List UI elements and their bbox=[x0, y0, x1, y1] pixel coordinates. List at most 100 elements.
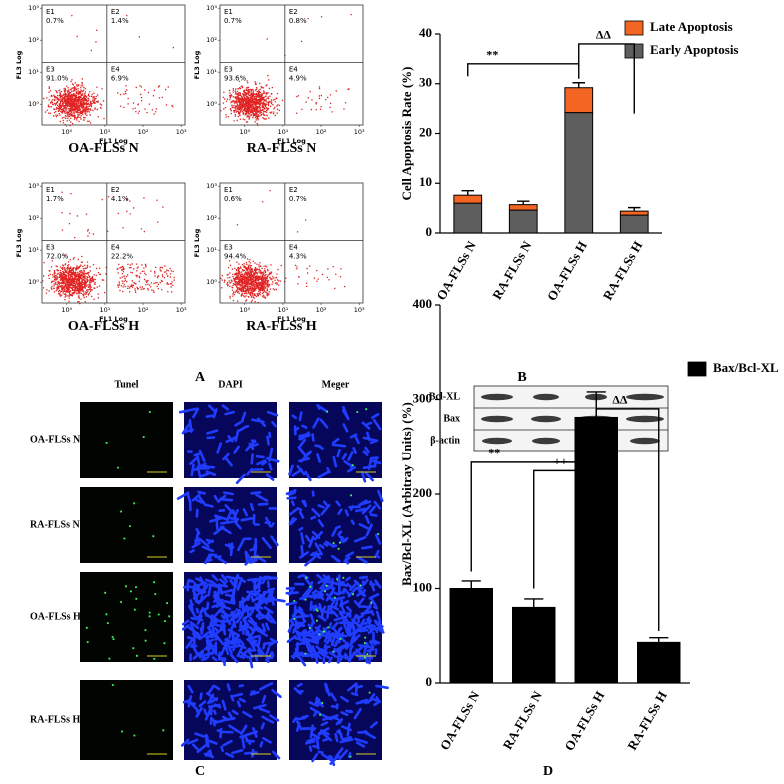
x-tick-label: 10² bbox=[316, 128, 327, 136]
quadrant-percentage: 0.7% bbox=[289, 195, 307, 203]
bar bbox=[512, 606, 556, 684]
panel-label: C bbox=[195, 764, 205, 779]
x-tick-label: OA-FLSs H bbox=[544, 238, 590, 303]
y-tick-label: 0 bbox=[426, 224, 433, 239]
nuclei bbox=[285, 489, 384, 567]
y-tick-label: 100 bbox=[413, 579, 433, 594]
significance-label: ΔΔ bbox=[612, 393, 628, 407]
quadrant-percentage: 91.0% bbox=[46, 75, 69, 83]
x-tick-label: OA-FLSs N bbox=[437, 688, 483, 753]
event-dots bbox=[220, 14, 352, 126]
y-tick-label: 10³ bbox=[206, 182, 217, 190]
x-tick-label: 10² bbox=[316, 306, 327, 314]
y-tick-label: 10³ bbox=[28, 182, 39, 190]
quadrant-label: E2 bbox=[111, 8, 120, 16]
bar bbox=[449, 588, 493, 684]
legend-label: Bax/Bcl-XL bbox=[713, 360, 779, 375]
quadrant-label: E2 bbox=[289, 186, 298, 194]
x-axis-label: FL1 Log bbox=[99, 137, 128, 145]
blot-band bbox=[533, 393, 559, 401]
significance-label: ++ bbox=[554, 454, 568, 468]
x-tick-label: 10³ bbox=[176, 306, 187, 314]
nuclei bbox=[176, 490, 279, 566]
panel-label: B bbox=[517, 370, 526, 385]
y-axis-label: FL3 Log bbox=[15, 50, 23, 79]
nuclei bbox=[292, 682, 389, 767]
event-dots bbox=[43, 14, 174, 127]
blot-band bbox=[630, 437, 660, 445]
x-tick-label: 10⁰ bbox=[61, 306, 72, 314]
quadrant-label: E2 bbox=[111, 186, 120, 194]
blot-band bbox=[481, 415, 513, 423]
plot-title: RA-FLSs H bbox=[246, 319, 317, 334]
plot-title: OA-FLSs H bbox=[68, 319, 139, 334]
quadrant-percentage: 1.7% bbox=[46, 195, 64, 203]
x-tick-label: OA-FLSs N bbox=[433, 238, 479, 303]
x-tick-label: 10³ bbox=[176, 128, 187, 136]
y-tick-label: 10² bbox=[206, 214, 217, 222]
quadrant-label: E3 bbox=[46, 244, 55, 252]
y-tick-label: 10³ bbox=[28, 4, 39, 12]
x-tick-label: 10⁰ bbox=[239, 306, 250, 314]
legend-label: Late Apoptosis bbox=[650, 19, 733, 34]
y-tick-label: 300 bbox=[413, 390, 433, 405]
y-tick-label: 10¹ bbox=[206, 246, 217, 254]
bar bbox=[508, 204, 538, 211]
plot-frame bbox=[41, 182, 186, 304]
blot-band bbox=[626, 393, 664, 401]
micrograph bbox=[289, 680, 382, 760]
y-axis-label: FL3 Log bbox=[193, 228, 201, 257]
quadrant-percentage: 4.9% bbox=[289, 75, 307, 83]
significance-label: ** bbox=[488, 446, 500, 460]
x-tick-label: RA-FLSs N bbox=[489, 238, 535, 302]
significance-bracket bbox=[578, 43, 635, 114]
quadrant-label: E1 bbox=[46, 8, 55, 16]
y-tick-label: 10¹ bbox=[28, 68, 39, 76]
quadrant-percentage: 0.7% bbox=[224, 17, 242, 25]
error-bar bbox=[461, 190, 474, 196]
error-bar bbox=[649, 636, 669, 643]
y-tick-label: 400 bbox=[413, 296, 433, 311]
blot-band bbox=[532, 437, 560, 445]
column-header: Tunel bbox=[114, 379, 138, 390]
quadrant-label: E1 bbox=[46, 186, 55, 194]
quadrant-label: E1 bbox=[224, 8, 233, 16]
blot-band bbox=[482, 437, 512, 445]
x-axis-label: FL1 Log bbox=[277, 137, 306, 145]
error-bar bbox=[461, 580, 481, 589]
y-tick-label: 10¹ bbox=[206, 68, 217, 76]
y-tick-label: 10 bbox=[419, 174, 432, 189]
quadrant-percentage: 93.6% bbox=[224, 75, 247, 83]
y-tick-label: 10² bbox=[28, 214, 39, 222]
x-tick-label: 10¹ bbox=[277, 128, 288, 136]
micrograph bbox=[80, 487, 173, 563]
y-tick-label: 30 bbox=[419, 75, 432, 90]
y-tick-label: 10⁰ bbox=[206, 100, 217, 108]
quadrant-label: E4 bbox=[289, 244, 298, 252]
y-tick-label: 10⁰ bbox=[28, 100, 39, 108]
row-label: OA-FLSs N bbox=[30, 434, 81, 445]
x-tick-label: 10⁰ bbox=[61, 128, 72, 136]
plot-title: OA-FLSs N bbox=[68, 141, 138, 156]
x-tick-label: 10² bbox=[138, 306, 149, 314]
row-label: RA-FLSs H bbox=[30, 714, 81, 725]
quadrant-percentage: 4.1% bbox=[111, 195, 129, 203]
plot-frame bbox=[41, 4, 186, 126]
plot-frame bbox=[219, 182, 364, 304]
quadrant-percentage: 0.8% bbox=[289, 17, 307, 25]
quadrant-percentage: 4.3% bbox=[289, 253, 307, 261]
quadrant-percentage: 22.2% bbox=[111, 253, 134, 261]
bar bbox=[574, 416, 618, 684]
x-tick-label: RA-FLSs H bbox=[624, 688, 670, 752]
y-tick-label: 10³ bbox=[206, 4, 217, 12]
quadrant-label: E4 bbox=[111, 66, 120, 74]
protein-label: Bax bbox=[443, 413, 460, 424]
legend-label: Early Apoptosis bbox=[650, 42, 739, 57]
y-tick-label: 40 bbox=[419, 25, 432, 40]
quadrant-percentage: 94.4% bbox=[224, 253, 247, 261]
bar bbox=[564, 87, 594, 114]
bar bbox=[453, 194, 483, 204]
x-axis-label: FL1 Log bbox=[277, 315, 306, 323]
protein-label: β-actin bbox=[430, 435, 460, 446]
significance-label: ΔΔ bbox=[596, 28, 612, 42]
